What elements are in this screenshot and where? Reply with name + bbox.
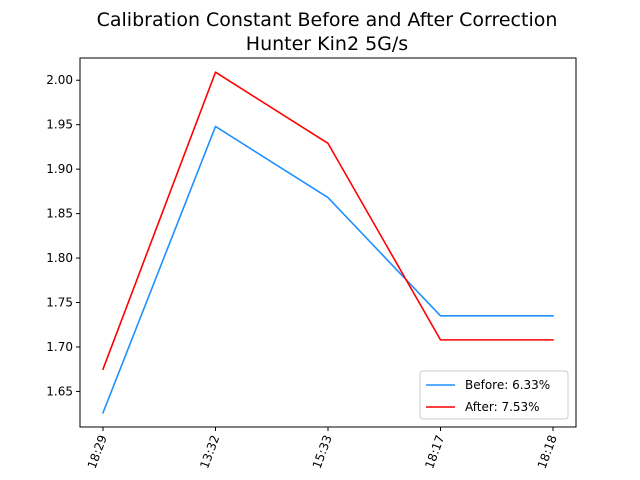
chart-subtitle: Hunter Kin2 5G/s	[246, 33, 408, 55]
series-line-before	[101, 125, 554, 414]
chart-title: Calibration Constant Before and After Co…	[97, 9, 558, 31]
x-tick-label: 18:29	[85, 433, 110, 470]
y-tick-label: 1.95	[46, 118, 73, 132]
legend-box	[419, 370, 569, 420]
legend-label: After: 7.53%	[465, 400, 540, 414]
y-tick-label: 1.80	[46, 251, 73, 265]
x-tick-label: 18:18	[535, 433, 560, 470]
y-axis: 1.65 1.70 1.75 1.80 1.85 1.90 1.95 2.00	[46, 73, 80, 398]
x-tick-label: 13:32	[197, 433, 222, 470]
plot-area-frame	[79, 57, 577, 428]
series-lines	[101, 71, 554, 414]
y-tick-label: 1.65	[46, 384, 73, 398]
legend-label: Before: 6.33%	[465, 378, 550, 392]
y-tick-label: 1.85	[46, 207, 73, 221]
y-tick-label: 1.75	[46, 296, 73, 310]
x-tick-label: 15:33	[310, 433, 335, 470]
y-tick-label: 1.70	[46, 340, 73, 354]
y-tick-label: 2.00	[46, 73, 73, 87]
series-line-after	[101, 71, 554, 371]
x-tick-label: 18:17	[422, 433, 447, 470]
legend: Before: 6.33% After: 7.53%	[419, 370, 569, 420]
y-tick-label: 1.90	[46, 162, 73, 176]
x-axis: 18:29 13:32 15:33 18:17 18:18	[85, 427, 560, 471]
